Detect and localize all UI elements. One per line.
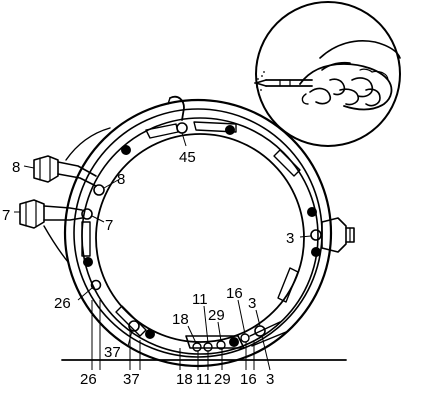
leader-lines (14, 132, 312, 371)
solid-pins (83, 125, 321, 347)
solid-pin (145, 329, 155, 339)
open-pin-16 (240, 333, 250, 343)
solid-pin (311, 247, 321, 257)
callout-labels: 45 8 8 7 7 3 26 37 18 11 29 16 3 26 37 1… (2, 149, 294, 388)
callout-8-inner: 8 (117, 171, 125, 188)
inner-ring-inner-edge (95, 133, 305, 343)
solid-pin (121, 145, 131, 155)
callout-26-upper: 26 (54, 295, 71, 312)
callout-29-bottom: 29 (214, 371, 231, 388)
hand-with-pen-icon (254, 40, 401, 111)
callout-8-outer: 8 (12, 159, 20, 176)
callout-3-upper: 3 (248, 295, 256, 312)
open-pin-11 (203, 342, 213, 352)
fitting-3-right (321, 217, 355, 253)
open-pin-18 (192, 342, 202, 352)
callout-3-bottom: 3 (266, 371, 274, 388)
solid-pin (225, 125, 235, 135)
open-pin-37 (128, 320, 140, 332)
fitting-8 (33, 127, 111, 187)
callout-29-upper: 29 (208, 307, 225, 324)
inset-circle (255, 1, 401, 147)
callout-37-bottom: 37 (123, 371, 140, 388)
callout-37-upper: 37 (104, 344, 121, 361)
open-pin-8 (93, 184, 105, 196)
callout-18-upper: 18 (172, 311, 189, 328)
fitting-7 (19, 199, 83, 263)
callout-7-inner: 7 (105, 217, 113, 234)
callout-11-upper: 11 (192, 291, 208, 308)
callout-45: 45 (179, 149, 196, 166)
callout-26-bottom: 26 (80, 371, 97, 388)
solid-pin (307, 207, 317, 217)
callout-3-right: 3 (286, 230, 294, 247)
open-pin-3-right (310, 229, 322, 241)
callout-16-upper: 16 (226, 285, 243, 302)
open-pin-7 (81, 208, 93, 220)
callout-16-bottom: 16 (240, 371, 257, 388)
callout-11-bottom: 11 (196, 371, 212, 388)
top-cable (169, 95, 185, 121)
open-pin-26 (90, 279, 102, 291)
callout-18-bottom: 18 (176, 371, 193, 388)
callout-7-outer: 7 (2, 207, 10, 224)
solid-pin (229, 337, 239, 347)
inset-hand-tool (254, 1, 401, 147)
open-pin-45 (176, 122, 188, 134)
solid-pin (83, 257, 93, 267)
